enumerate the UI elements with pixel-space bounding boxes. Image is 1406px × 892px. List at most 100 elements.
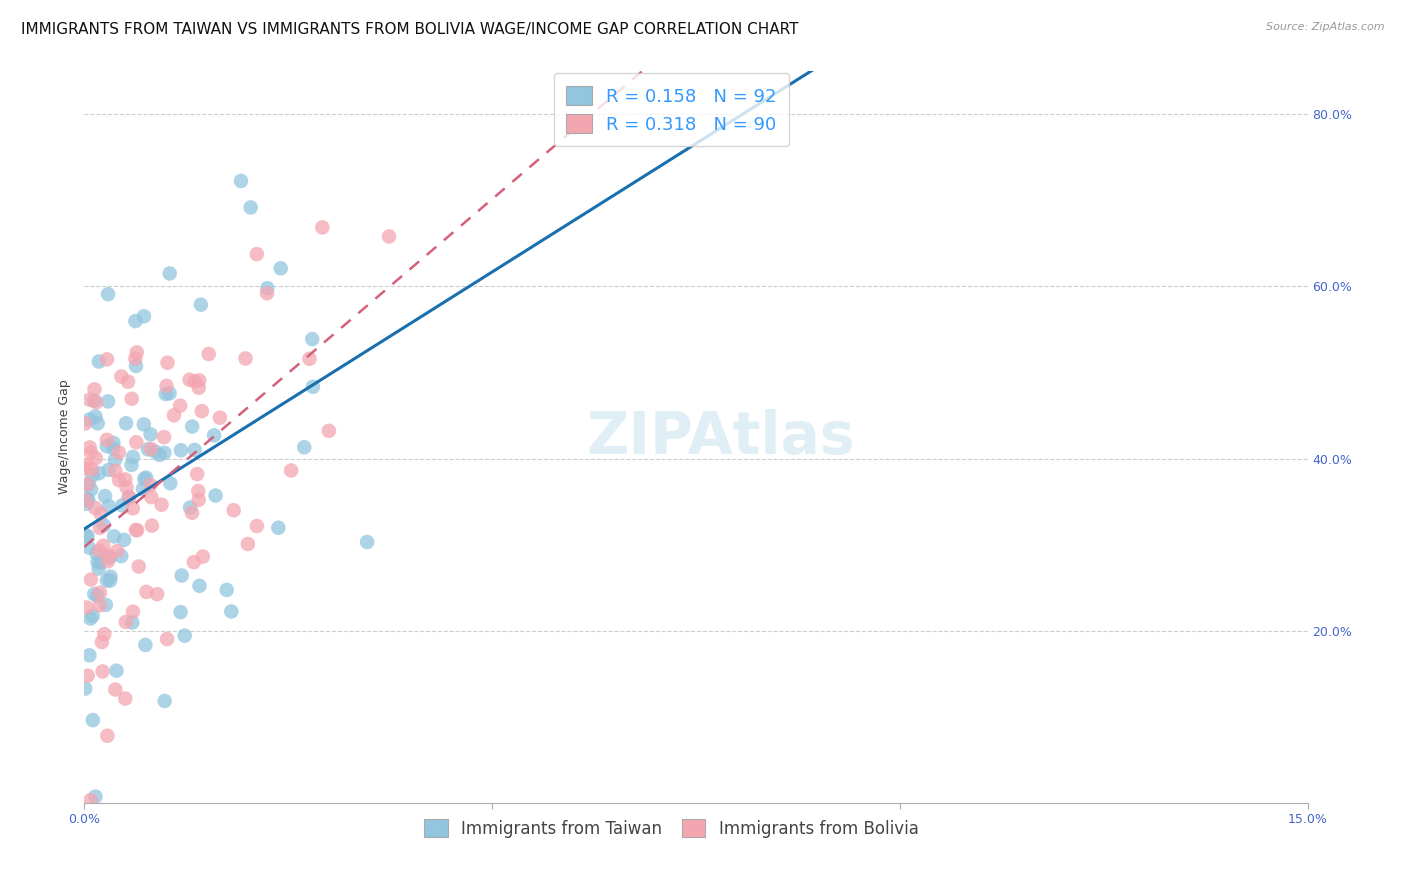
Point xyxy=(80,445,103,459)
Point xyxy=(83,393,105,408)
Point xyxy=(76,492,98,507)
Point xyxy=(82,468,104,483)
Point xyxy=(82,713,104,727)
Point xyxy=(91,665,114,679)
Point xyxy=(159,386,181,401)
Point xyxy=(87,466,110,480)
Point xyxy=(90,830,112,844)
Point xyxy=(79,648,101,663)
Point xyxy=(77,541,100,555)
Point xyxy=(96,433,118,447)
Point xyxy=(75,493,97,508)
Point xyxy=(356,535,378,549)
Point xyxy=(118,490,141,504)
Point xyxy=(98,550,121,565)
Point xyxy=(93,539,115,553)
Point xyxy=(76,497,98,511)
Point xyxy=(87,561,110,575)
Point xyxy=(76,529,98,543)
Point xyxy=(80,483,103,497)
Text: Source: ZipAtlas.com: Source: ZipAtlas.com xyxy=(1267,22,1385,32)
Point xyxy=(83,382,105,396)
Point xyxy=(86,589,108,603)
Point xyxy=(121,615,143,630)
Point xyxy=(89,521,111,535)
Point xyxy=(135,585,157,599)
Point xyxy=(208,410,231,425)
Point xyxy=(117,375,139,389)
Point xyxy=(181,419,204,434)
Point xyxy=(170,568,193,582)
Point xyxy=(101,442,124,456)
Point xyxy=(188,579,211,593)
Point xyxy=(191,404,214,418)
Point xyxy=(97,554,120,568)
Point xyxy=(270,261,292,276)
Point xyxy=(183,555,205,569)
Point xyxy=(111,499,134,513)
Point xyxy=(229,174,252,188)
Point xyxy=(80,462,103,476)
Point xyxy=(128,559,150,574)
Point xyxy=(134,638,156,652)
Point xyxy=(153,446,176,460)
Point xyxy=(84,501,107,516)
Point xyxy=(292,440,315,454)
Point xyxy=(125,359,148,373)
Point xyxy=(77,493,100,508)
Point xyxy=(75,417,97,431)
Point xyxy=(132,482,155,496)
Point xyxy=(105,544,128,558)
Point xyxy=(104,464,127,478)
Point xyxy=(89,543,111,558)
Point xyxy=(134,472,156,486)
Point xyxy=(235,351,257,366)
Point xyxy=(100,569,122,583)
Point xyxy=(121,392,143,406)
Point xyxy=(298,351,321,366)
Point xyxy=(183,442,205,457)
Point xyxy=(124,314,146,328)
Point xyxy=(236,537,259,551)
Point xyxy=(125,345,148,359)
Point xyxy=(84,409,107,424)
Point xyxy=(96,574,118,588)
Point xyxy=(155,387,177,401)
Point xyxy=(76,477,98,491)
Point xyxy=(103,529,125,543)
Point xyxy=(79,392,101,407)
Point xyxy=(191,549,214,564)
Point xyxy=(246,247,269,261)
Point xyxy=(184,375,207,389)
Point xyxy=(267,521,290,535)
Point xyxy=(135,470,157,484)
Point xyxy=(146,587,169,601)
Point xyxy=(256,281,278,295)
Point xyxy=(75,600,97,615)
Point xyxy=(89,556,111,570)
Point xyxy=(141,490,163,504)
Point xyxy=(179,373,201,387)
Point xyxy=(188,373,211,387)
Point xyxy=(125,523,148,537)
Point xyxy=(197,347,219,361)
Point xyxy=(148,448,170,462)
Point xyxy=(97,499,120,513)
Point xyxy=(89,585,111,599)
Point xyxy=(378,229,401,244)
Point xyxy=(302,380,325,394)
Point xyxy=(121,501,143,516)
Point xyxy=(181,506,204,520)
Point xyxy=(204,488,226,502)
Point xyxy=(80,573,103,587)
Point xyxy=(90,635,112,649)
Point xyxy=(103,436,125,450)
Point xyxy=(125,435,148,450)
Point xyxy=(86,546,108,560)
Point xyxy=(90,507,112,521)
Point xyxy=(139,442,162,456)
Point xyxy=(86,417,108,431)
Point xyxy=(156,356,179,370)
Point xyxy=(256,286,278,301)
Point xyxy=(79,412,101,426)
